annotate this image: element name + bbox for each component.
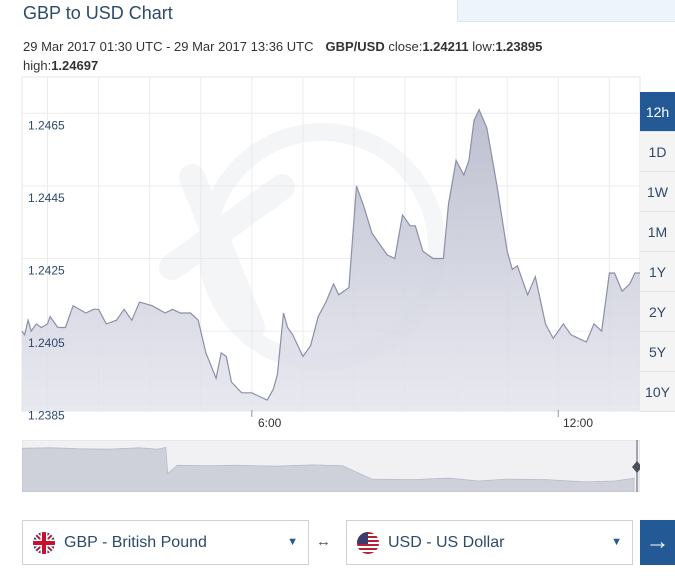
range-button-2y[interactable]: 2Y	[640, 292, 675, 332]
chart-navigator[interactable]	[22, 440, 640, 492]
low-value: 1.23895	[495, 39, 543, 54]
swap-icon[interactable]: ↔	[316, 533, 331, 550]
range-button-1d[interactable]: 1D	[640, 132, 675, 172]
convert-arrow-button[interactable]: →	[640, 520, 675, 565]
chart-info: 29 Mar 2017 01:30 UTC - 29 Mar 2017 13:3…	[23, 39, 542, 54]
close-value: 1.24211	[422, 39, 469, 54]
range-button-5y[interactable]: 5Y	[640, 332, 675, 372]
y-tick-label: 1.2385	[28, 409, 65, 423]
price-chart[interactable]: 1.2465 1.2445 1.2425 1.2405 1.2385	[21, 76, 641, 423]
uk-flag-icon	[33, 531, 55, 554]
range-button-1w[interactable]: 1W	[640, 172, 675, 212]
high-label: high:	[23, 58, 52, 73]
y-tick-label: 1.2445	[28, 191, 65, 205]
range-button-12h[interactable]: 12h	[640, 92, 675, 132]
low-label: low:	[472, 39, 496, 54]
us-flag-icon	[357, 531, 379, 554]
time-range-selector: 12h 1D 1W 1M 1Y 2Y 5Y 10Y	[640, 92, 675, 412]
range-button-10y[interactable]: 10Y	[640, 372, 675, 412]
range-button-1m[interactable]: 1M	[640, 212, 675, 252]
navigator-series	[22, 446, 635, 492]
chevron-down-icon: ▼	[611, 536, 622, 548]
close-label: close:	[388, 39, 423, 54]
x-tick-label: 12:00	[563, 416, 594, 430]
chevron-down-icon: ▼	[287, 536, 298, 548]
series-area	[22, 109, 640, 411]
series-line	[21, 108, 640, 401]
high-value: 1.24697	[51, 58, 99, 73]
to-currency-select[interactable]: USD - US Dollar ▼	[346, 520, 633, 565]
top-panel	[457, 0, 675, 22]
range-button-1y[interactable]: 1Y	[640, 252, 675, 292]
from-currency-select[interactable]: GBP - British Pound ▼	[22, 520, 309, 565]
currency-pair: GBP/USD	[325, 39, 385, 54]
date-range: 29 Mar 2017 01:30 UTC - 29 Mar 2017 13:3…	[23, 39, 314, 54]
chart-info-high: high:1.24697	[23, 58, 98, 73]
page-title: GBP to USD Chart	[23, 3, 173, 23]
navigator-handle[interactable]	[632, 461, 640, 473]
y-tick-label: 1.2425	[28, 264, 65, 278]
y-tick-label: 1.2465	[28, 118, 65, 132]
from-currency-value: GBP - British Pound	[64, 533, 207, 551]
to-currency-value: USD - US Dollar	[388, 533, 505, 551]
y-tick-label: 1.2405	[28, 336, 65, 350]
x-tick-label: 6:00	[258, 416, 282, 430]
